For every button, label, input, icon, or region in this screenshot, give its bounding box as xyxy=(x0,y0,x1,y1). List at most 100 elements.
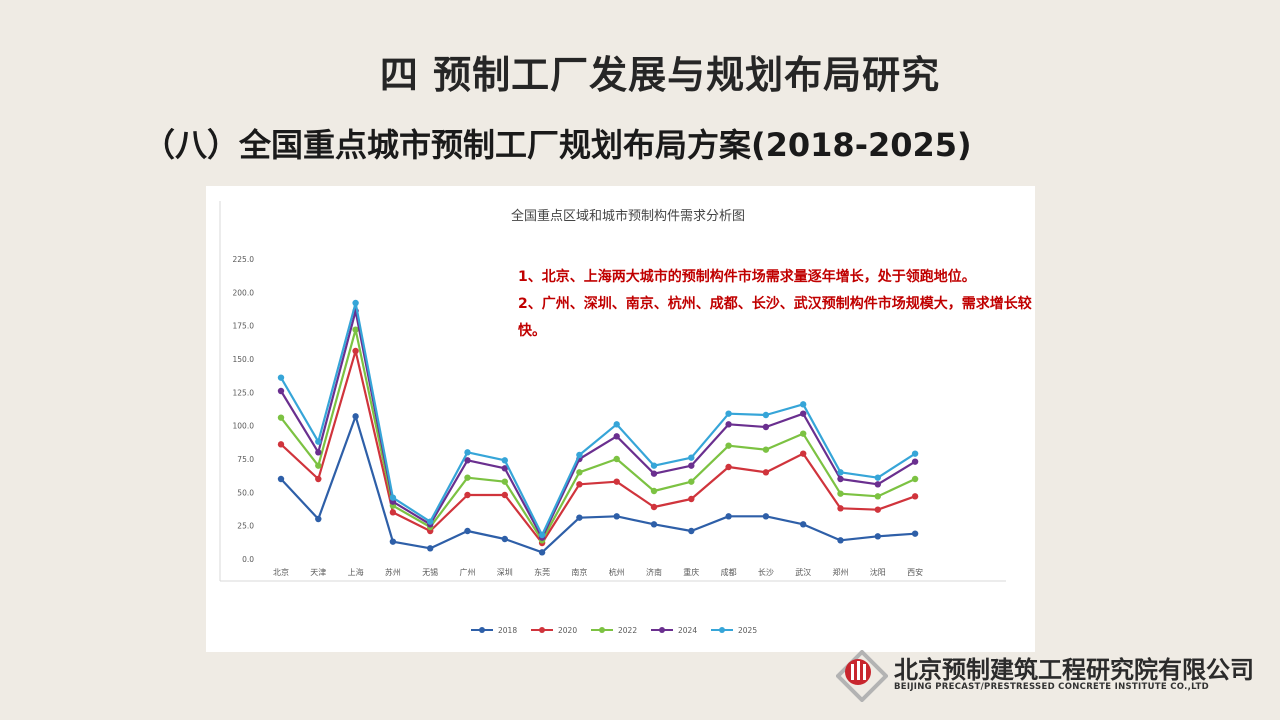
data-point-2020 xyxy=(688,495,695,503)
x-tick-label: 长沙 xyxy=(758,567,774,577)
data-point-2022 xyxy=(352,326,359,333)
series-line-2022 xyxy=(280,328,916,542)
x-tick-label: 武汉 xyxy=(795,567,811,577)
data-point-2025 xyxy=(389,494,397,501)
annotation-line-2: 2、广州、深圳、南京、杭州、成都、长沙、武汉预制构件市场规模大，需求增长较快。 xyxy=(518,296,1032,339)
data-point-2022 xyxy=(501,478,508,485)
data-point-2020 xyxy=(650,503,658,511)
data-point-2018 xyxy=(576,514,583,521)
data-point-2024 xyxy=(725,421,732,428)
data-point-2020 xyxy=(800,450,807,457)
x-tick-label: 杭州 xyxy=(609,567,625,577)
data-point-2022 xyxy=(911,475,919,483)
data-point-2025 xyxy=(613,421,620,428)
data-point-2024 xyxy=(800,410,807,417)
data-point-2025 xyxy=(800,401,807,408)
data-point-2022 xyxy=(315,462,322,469)
data-point-2022 xyxy=(688,478,695,485)
data-point-2025 xyxy=(352,299,359,307)
x-tick-label: 沈阳 xyxy=(870,567,886,577)
data-point-2020 xyxy=(315,475,322,483)
data-point-2018 xyxy=(725,513,732,520)
chart-annotation: 1、北京、上海两大城市的预制构件市场需求量逐年增长，处于领跑地位。 2、广州、深… xyxy=(518,264,1038,345)
x-tick-label: 无锡 xyxy=(422,568,438,577)
data-point-2024 xyxy=(650,470,658,477)
slide-subtitle: （八）全国重点城市预制工厂规划布局方案(2018-2025) xyxy=(143,126,972,164)
y-tick-label: 200.0 xyxy=(233,288,255,297)
series-line-2020 xyxy=(280,349,916,545)
data-point-2024 xyxy=(837,475,844,483)
data-point-2024 xyxy=(911,458,919,465)
data-point-2018 xyxy=(389,538,397,545)
x-tick-label: 济南 xyxy=(646,567,662,577)
x-tick-label: 西安 xyxy=(907,567,923,577)
y-tick-label: 175.0 xyxy=(233,322,255,331)
data-point-2018 xyxy=(352,413,359,420)
legend-label-2024: 2024 xyxy=(678,626,697,635)
data-point-2018 xyxy=(911,530,919,537)
data-point-2020 xyxy=(501,491,508,499)
data-point-2020 xyxy=(837,505,844,512)
data-point-2018 xyxy=(800,521,807,528)
data-point-2024 xyxy=(613,433,620,440)
data-point-2022 xyxy=(277,414,285,421)
data-point-2025 xyxy=(650,462,658,469)
data-point-2020 xyxy=(352,347,359,355)
legend-marker-2025 xyxy=(719,627,725,633)
data-point-2018 xyxy=(501,535,508,543)
data-point-2025 xyxy=(277,374,285,381)
data-point-2025 xyxy=(762,411,770,419)
y-tick-label: 75.0 xyxy=(237,455,254,464)
data-point-2022 xyxy=(762,446,770,453)
data-point-2020 xyxy=(389,509,397,516)
data-point-2020 xyxy=(576,481,583,488)
data-point-2018 xyxy=(650,521,658,528)
data-point-2025 xyxy=(576,451,583,459)
legend-marker-2024 xyxy=(659,627,665,633)
data-point-2025 xyxy=(315,438,322,445)
data-point-2025 xyxy=(911,450,919,457)
data-point-2020 xyxy=(725,463,732,471)
data-point-2024 xyxy=(501,465,508,472)
company-logo-icon xyxy=(836,650,888,702)
legend-label-2025: 2025 xyxy=(738,626,757,635)
x-tick-label: 北京 xyxy=(273,567,289,577)
x-tick-label: 重庆 xyxy=(683,567,699,577)
data-point-2022 xyxy=(837,490,844,497)
annotation-line-1: 1、北京、上海两大城市的预制构件市场需求量逐年增长，处于领跑地位。 xyxy=(518,269,976,285)
data-point-2022 xyxy=(800,430,807,437)
data-point-2018 xyxy=(538,549,546,556)
legend-marker-2022 xyxy=(599,627,605,633)
data-point-2020 xyxy=(911,493,919,500)
data-point-2024 xyxy=(315,449,322,456)
data-point-2025 xyxy=(464,449,471,456)
series-line-2025 xyxy=(280,301,916,537)
data-point-2020 xyxy=(613,478,620,485)
y-tick-label: 150.0 xyxy=(233,355,255,364)
data-point-2018 xyxy=(688,527,695,535)
company-name: 北京预制建筑工程研究院有限公司 xyxy=(894,656,1254,684)
data-point-2025 xyxy=(688,454,695,461)
y-tick-label: 25.0 xyxy=(237,522,254,531)
company-logo: 北京预制建筑工程研究院有限公司 BEIJING PRECAST/PRESTRES… xyxy=(836,648,1276,708)
y-tick-label: 50.0 xyxy=(237,488,254,497)
y-tick-label: 0.0 xyxy=(242,555,254,564)
data-point-2025 xyxy=(874,474,881,481)
data-point-2024 xyxy=(688,462,695,469)
series-line-2018 xyxy=(280,415,916,554)
data-point-2018 xyxy=(464,527,471,535)
data-point-2020 xyxy=(464,491,471,499)
data-point-2018 xyxy=(874,533,881,540)
data-point-2018 xyxy=(277,475,285,483)
legend-label-2018: 2018 xyxy=(498,626,517,635)
x-tick-label: 深圳 xyxy=(497,567,513,577)
data-point-2018 xyxy=(315,515,322,523)
x-tick-label: 天津 xyxy=(310,567,326,577)
x-tick-label: 广州 xyxy=(460,567,476,577)
data-point-2025 xyxy=(538,531,546,539)
x-tick-label: 成都 xyxy=(721,567,737,577)
legend-label-2022: 2022 xyxy=(618,626,637,635)
data-point-2025 xyxy=(427,518,434,525)
company-name-english: BEIJING PRECAST/PRESTRESSED CONCRETE INS… xyxy=(894,682,1209,692)
data-point-2022 xyxy=(576,469,583,476)
